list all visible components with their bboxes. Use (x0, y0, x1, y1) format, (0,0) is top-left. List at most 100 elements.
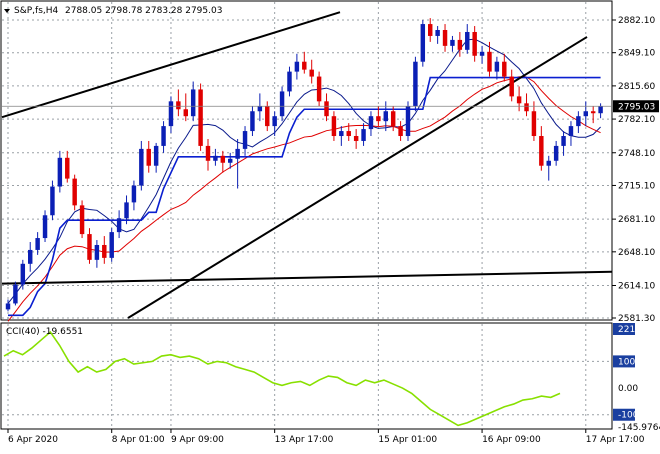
candle (502, 53, 507, 82)
candle (102, 236, 107, 264)
time-tick-label: 17 Apr 17:00 (586, 435, 645, 445)
price-tick-label: 2849.10 (618, 49, 655, 59)
candle-body (368, 116, 374, 130)
candle-body (250, 111, 255, 132)
cci-tick-label: -145.9764 (618, 423, 660, 433)
candle (309, 59, 314, 84)
candle-body (465, 31, 470, 50)
candle-body (42, 215, 48, 239)
candle-body (376, 116, 381, 122)
candle (457, 31, 463, 57)
candlestick-series (5, 18, 603, 312)
candle-body (361, 129, 366, 141)
candle (5, 299, 11, 312)
candle-body (183, 109, 188, 117)
trailing-stop-line (8, 76, 601, 317)
candle (472, 26, 477, 62)
candle (590, 106, 596, 124)
candle (576, 111, 581, 134)
candle (479, 45, 485, 64)
candle (42, 210, 48, 243)
candle (598, 103, 603, 119)
candle-body (598, 106, 603, 114)
cci-tick-label: -100 (618, 411, 639, 421)
candle-body (576, 116, 581, 127)
candle-body (146, 148, 151, 166)
candle-body (516, 96, 522, 104)
candle-body (265, 106, 270, 127)
candle-body (205, 145, 211, 161)
candle-body (116, 218, 122, 233)
candle (405, 101, 411, 141)
candle-body (346, 131, 351, 137)
candle (294, 53, 300, 80)
candle-body (79, 205, 85, 235)
candle-body (494, 61, 500, 72)
candle (28, 242, 33, 272)
candle (94, 240, 100, 268)
candle-body (287, 71, 292, 92)
candle-body (561, 136, 566, 146)
price-tick-label: 2614.10 (618, 282, 655, 292)
candle (139, 140, 144, 191)
candle-body (168, 101, 174, 127)
candle (190, 81, 196, 122)
candle (116, 210, 122, 239)
candle-body (390, 111, 396, 127)
candle-body (176, 101, 181, 110)
candle (324, 93, 329, 122)
candle-body (35, 238, 40, 250)
candle-body (302, 61, 307, 70)
candle (279, 86, 285, 122)
candle (465, 24, 470, 54)
collapse-arrow-icon[interactable] (4, 9, 10, 13)
time-tick-label: 16 Apr 09:00 (482, 435, 541, 445)
candle (183, 93, 188, 122)
candle (316, 71, 322, 107)
candle-body (509, 76, 514, 97)
ohlc-label: 2788.05 2798.78 2783.28 2795.03 (65, 6, 222, 16)
time-tick-label: 6 Apr 2020 (8, 435, 58, 445)
candle-body (50, 186, 55, 216)
candle (198, 83, 203, 151)
current-price-tag (613, 100, 659, 113)
cci-tick-label: 221.4813 (618, 325, 660, 335)
candle-body (65, 157, 70, 179)
candle-body (531, 111, 537, 137)
price-tick-label: 2715.10 (618, 181, 655, 191)
candle-body (198, 89, 203, 146)
candle (228, 152, 233, 169)
candle (346, 123, 351, 141)
candle-body (242, 131, 248, 149)
candle-body (153, 145, 159, 166)
candle-body (546, 160, 551, 166)
candle-body (228, 158, 233, 163)
candle (13, 281, 18, 306)
candle (65, 150, 70, 183)
candle (153, 142, 159, 173)
price-tick-label: 2748.10 (618, 149, 655, 159)
candle-body (331, 116, 337, 137)
ma-fast-line (7, 38, 601, 304)
candle (353, 129, 359, 149)
price-tick-label: 2882.10 (618, 16, 655, 26)
candle-body (472, 31, 477, 56)
candle (568, 121, 574, 146)
candle-body (524, 103, 529, 112)
candle-body (539, 136, 544, 166)
candle-body (442, 30, 448, 46)
chart-header: S&P,fs,H4 2788.05 2798.78 2783.28 2795.0… (4, 6, 222, 16)
support-line (1, 270, 613, 285)
candle (509, 69, 514, 102)
candle-body (405, 106, 411, 137)
candle-body (479, 51, 485, 56)
price-axis: 2882.10 2849.10 2815.60 2782.10 2748.10 2715.… (2, 16, 659, 324)
cci-level-tag (613, 355, 635, 368)
candle-body (87, 234, 92, 260)
candle-body (235, 148, 240, 159)
candle-body (553, 145, 559, 161)
candle-body (28, 249, 33, 264)
ma-slow-line (7, 76, 601, 322)
